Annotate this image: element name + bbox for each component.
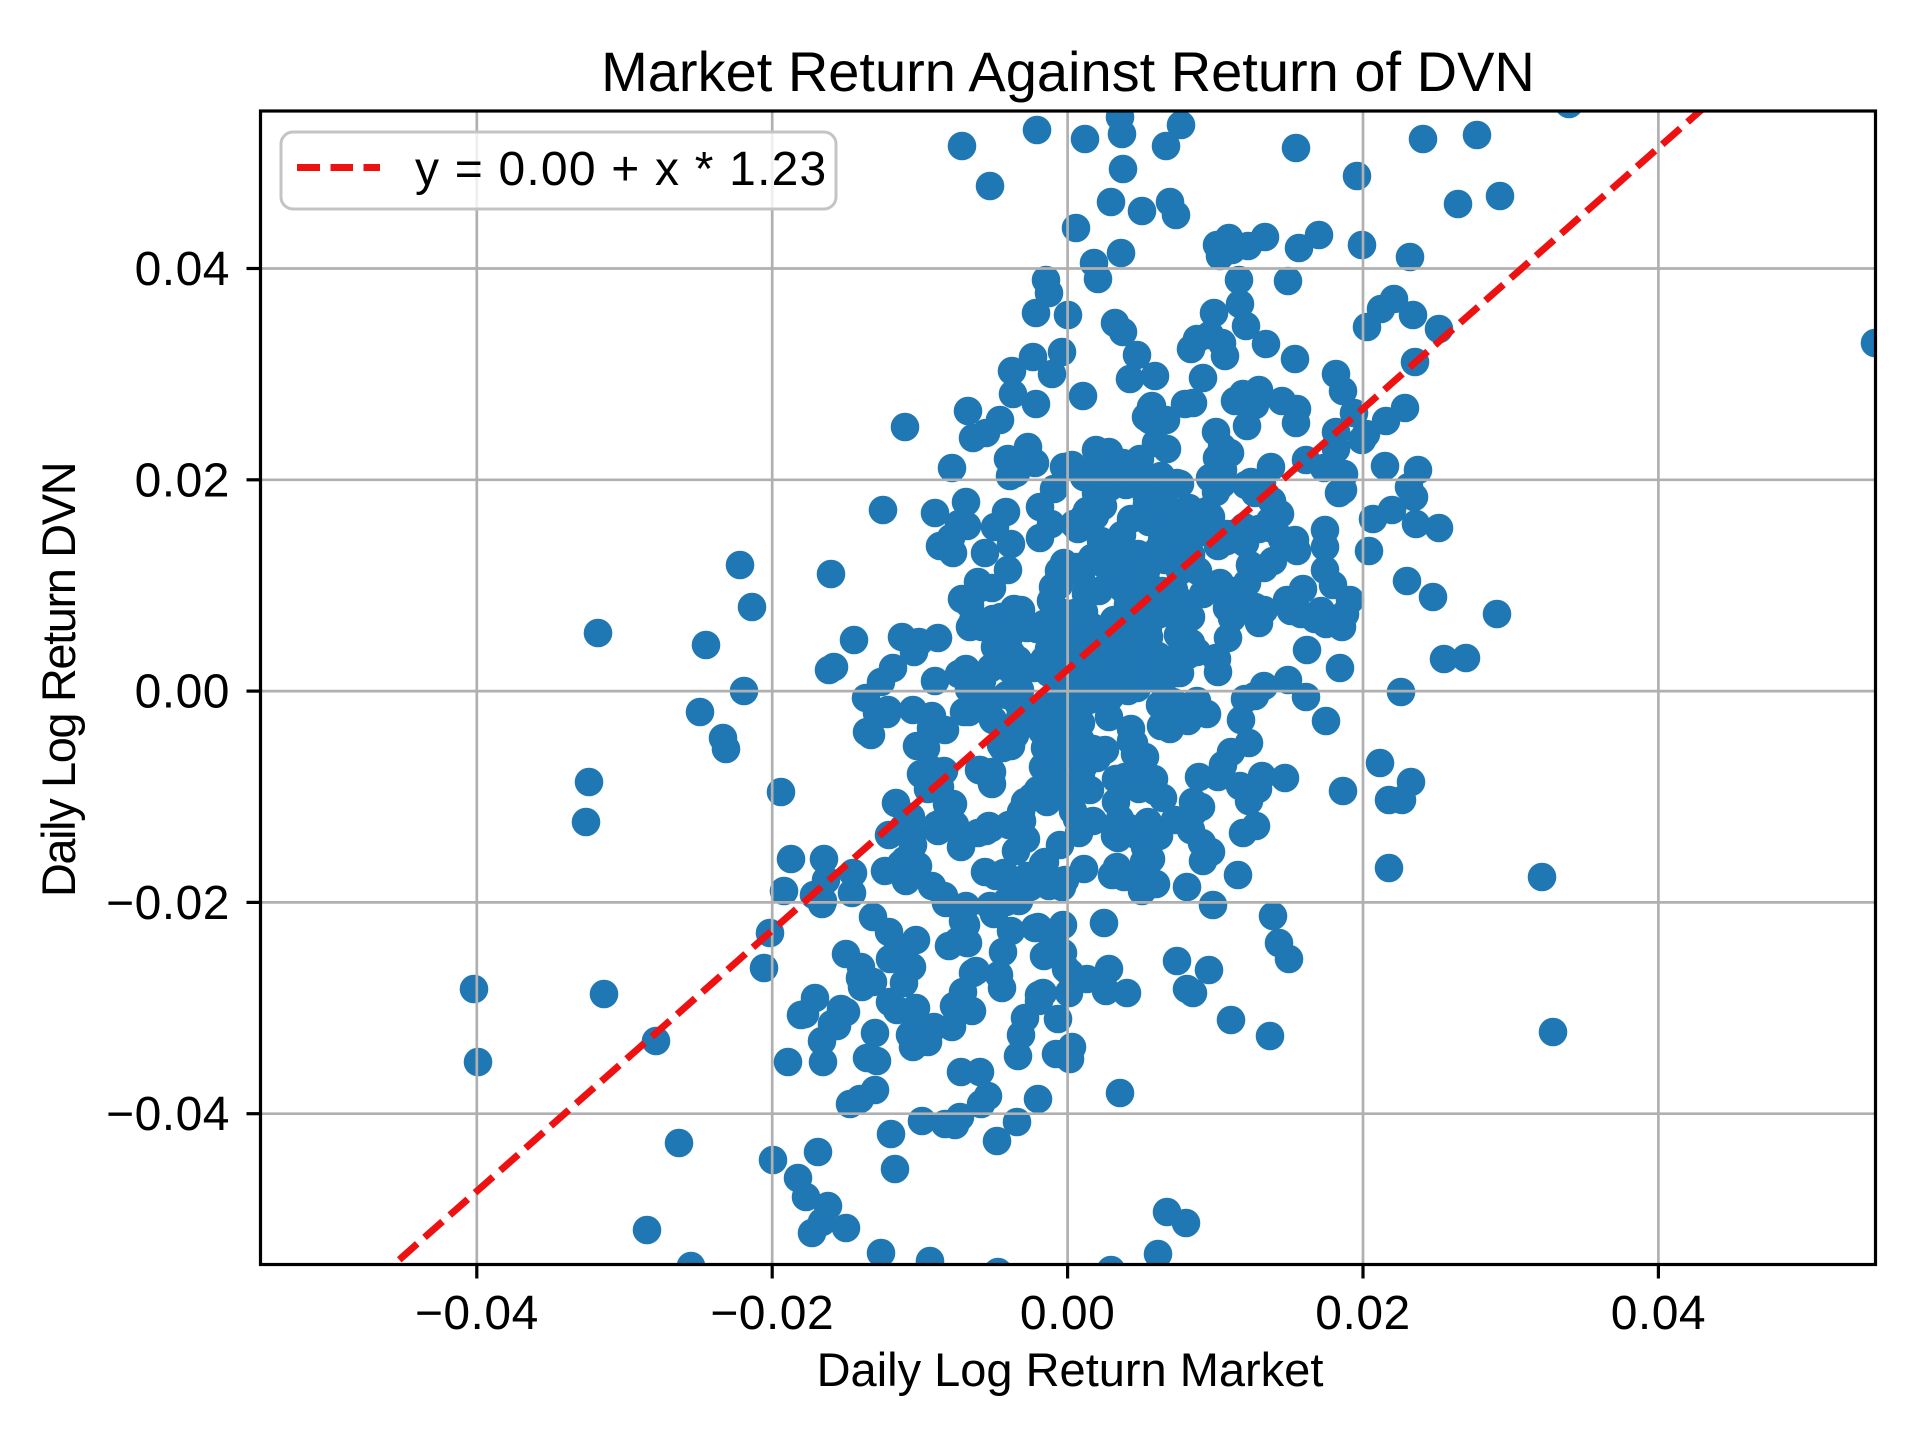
svg-text:Market Return Against Return o: Market Return Against Return of DVN [601, 40, 1535, 103]
svg-text:−0.04: −0.04 [106, 1088, 230, 1141]
svg-text:Daily Log Return DVN: Daily Log Return DVN [32, 463, 85, 897]
svg-text:0.02: 0.02 [1315, 1287, 1410, 1340]
svg-text:−0.02: −0.02 [710, 1287, 834, 1340]
svg-text:−0.02: −0.02 [106, 877, 230, 930]
svg-text:0.00: 0.00 [135, 666, 230, 719]
svg-text:0.04: 0.04 [135, 243, 230, 296]
svg-text:0.00: 0.00 [1020, 1287, 1115, 1340]
svg-text:0.02: 0.02 [135, 454, 230, 507]
svg-text:y = 0.00 + x * 1.23: y = 0.00 + x * 1.23 [415, 143, 827, 196]
svg-text:0.04: 0.04 [1611, 1287, 1706, 1340]
svg-text:Daily Log Return Market: Daily Log Return Market [817, 1343, 1324, 1396]
svg-text:−0.04: −0.04 [415, 1287, 539, 1340]
